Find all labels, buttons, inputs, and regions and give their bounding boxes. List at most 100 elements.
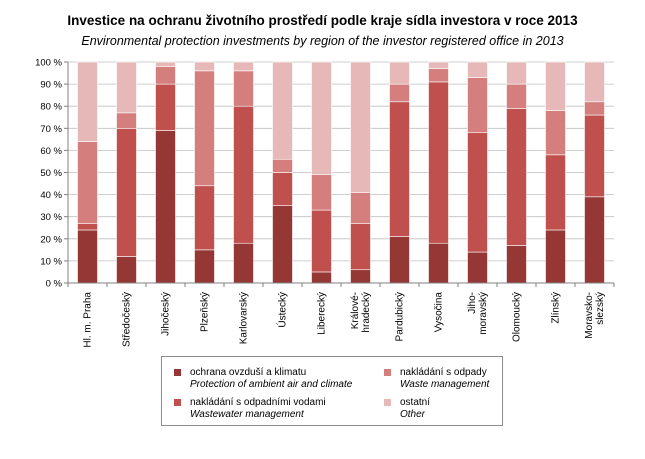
- bar-segment: [350, 223, 371, 271]
- bar-segment: [389, 101, 410, 237]
- bar-segment: [350, 192, 371, 224]
- bar-segment: [467, 77, 488, 134]
- bar-segment: [467, 61, 488, 78]
- bar-segment: [77, 223, 98, 231]
- bar-segment: [311, 174, 332, 211]
- x-category-label: hradecký: [361, 292, 372, 333]
- y-tick-label: 40 %: [40, 190, 62, 201]
- bar-segment: [77, 229, 98, 284]
- bar-segment: [194, 185, 215, 251]
- bar-segment: [311, 209, 332, 273]
- x-category-label: Karlovarský: [239, 292, 250, 344]
- bar-segment: [77, 141, 98, 224]
- x-category-label: Jihočeský: [161, 292, 172, 336]
- bar-segment: [428, 242, 449, 284]
- y-tick-label: 60 %: [40, 146, 62, 157]
- legend-label-waste-en: Waste management: [400, 379, 490, 390]
- bar-segment: [272, 158, 293, 173]
- bar-segment: [389, 61, 410, 85]
- legend-swatch-air: [174, 369, 181, 376]
- x-category-label: Jiho-: [467, 292, 478, 314]
- legend-label-wastewater-cz: nakládání s odpadními vodami: [190, 397, 326, 408]
- bar-segment: [506, 108, 527, 246]
- y-tick-label: 100 %: [35, 58, 62, 69]
- bar-segment: [194, 70, 215, 187]
- bar-segment: [584, 196, 605, 284]
- chart-title-cz: Investice na ochranu životního prostředí…: [67, 13, 578, 28]
- y-tick-label: 10 %: [40, 256, 62, 267]
- x-category-label: Vysočina: [434, 292, 445, 333]
- x-category-label: Ústecký: [276, 292, 289, 328]
- x-category-label: moravský: [478, 292, 489, 335]
- bar-segment: [428, 81, 449, 244]
- bar-segment: [272, 205, 293, 284]
- bar-segment: [77, 61, 98, 142]
- x-category-label: Moravsko-: [584, 292, 595, 339]
- bar-segment: [155, 66, 176, 85]
- bar-segment: [116, 128, 137, 257]
- bar-segment: [233, 242, 254, 284]
- legend-label-air-en: Protection of ambient air and climate: [190, 379, 353, 390]
- y-tick-label: 0 %: [46, 279, 63, 290]
- bar-segment: [350, 61, 371, 193]
- bar-segment: [155, 61, 176, 67]
- x-category-label: Olomoucký: [512, 292, 523, 342]
- x-category-label: Liberecký: [317, 292, 328, 335]
- bar-segment: [155, 83, 176, 131]
- y-tick-label: 70 %: [40, 124, 62, 135]
- bar-segment: [233, 61, 254, 72]
- bar-segment: [428, 61, 449, 69]
- legend-swatch-waste: [384, 369, 391, 376]
- bar-segment: [272, 172, 293, 206]
- bar-segment: [272, 61, 293, 160]
- legend-swatch-other: [384, 399, 391, 406]
- bar-segment: [233, 70, 254, 107]
- bar-segment: [155, 130, 176, 284]
- bar-segment: [428, 68, 449, 83]
- y-tick-label: 30 %: [40, 212, 62, 223]
- bar-segment: [545, 61, 566, 111]
- bar-segment: [350, 269, 371, 284]
- bar-segment: [116, 112, 137, 129]
- bar-segment: [506, 61, 527, 85]
- bar-segment: [311, 271, 332, 284]
- bar-segment: [311, 61, 332, 176]
- bar-segment: [584, 101, 605, 116]
- x-category-label: slezský: [595, 292, 606, 325]
- x-category-label: Pardubický: [395, 292, 406, 341]
- bar-segment: [194, 61, 215, 72]
- bar-segment: [467, 251, 488, 284]
- bar-segment: [506, 245, 527, 284]
- bar-segment: [545, 110, 566, 156]
- bar-segment: [584, 114, 605, 198]
- legend-label-other-cz: ostatní: [400, 397, 431, 408]
- bar-segment: [389, 83, 410, 103]
- legend-label-air-cz: ochrana ovzduší a klimatu: [190, 367, 307, 378]
- y-tick-label: 20 %: [40, 234, 62, 245]
- legend-label-other-en: Other: [400, 409, 426, 420]
- bar-segment: [545, 154, 566, 231]
- x-category-label: Plzeňský: [200, 292, 211, 332]
- bar-segment: [116, 256, 137, 284]
- bar-segment: [116, 61, 137, 114]
- bar-segment: [194, 249, 215, 284]
- x-category-label: Středočeský: [122, 292, 133, 347]
- chart-title-en: Environmental protection investments by …: [81, 34, 564, 48]
- legend-label-waste-cz: nakládání s odpady: [400, 367, 487, 378]
- bar-segment: [389, 236, 410, 284]
- legend-swatch-wastewater: [174, 399, 181, 406]
- y-tick-label: 90 %: [40, 80, 62, 91]
- bar-segment: [545, 229, 566, 284]
- x-category-label: Zlínský: [551, 292, 562, 324]
- y-tick-label: 80 %: [40, 102, 62, 113]
- legend: ochrana ovzduší a klimatu Protection of …: [161, 356, 503, 426]
- legend-label-wastewater-en: Wastewater management: [190, 409, 304, 420]
- x-category-label: Králové-: [350, 292, 361, 329]
- bar-segment: [506, 83, 527, 109]
- bar-segment: [233, 105, 254, 244]
- bar-segment: [467, 132, 488, 253]
- bar-segment: [584, 61, 605, 103]
- y-tick-label: 50 %: [40, 168, 62, 179]
- x-category-label: Hl. m. Praha: [83, 292, 94, 348]
